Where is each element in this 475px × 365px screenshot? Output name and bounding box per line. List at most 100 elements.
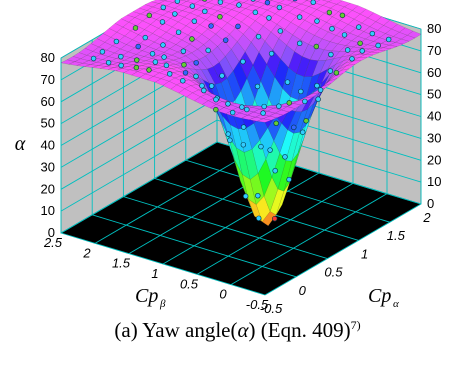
surface-patch (269, 188, 285, 216)
data-point (296, 40, 303, 47)
data-point (356, 24, 362, 30)
data-point (286, 176, 292, 183)
x-tick-label: 1 (361, 246, 368, 261)
data-point (160, 42, 166, 48)
data-point (180, 48, 187, 54)
surface-patch (394, 38, 410, 45)
data-point (328, 51, 334, 58)
data-point (163, 62, 170, 69)
surface-patch (323, 41, 339, 52)
data-point (227, 137, 233, 143)
data-point (255, 192, 261, 199)
data-point (180, 78, 186, 84)
data-point (314, 82, 320, 89)
surface-patch (371, 49, 386, 53)
data-point (298, 88, 304, 95)
z-tick-label-left: 60 (41, 94, 55, 109)
surface-patch (201, 100, 217, 109)
data-point (189, 36, 195, 42)
data-point (193, 73, 199, 80)
surface-patch (152, 72, 168, 79)
data-point (244, 106, 250, 113)
surface-patch (100, 66, 115, 70)
data-point (236, 2, 242, 8)
data-point (317, 87, 324, 93)
y-tick-label: 1.5 (112, 256, 131, 271)
data-point (202, 8, 208, 15)
surface-patch (275, 181, 291, 215)
data-point (240, 58, 246, 65)
surface-patch (286, 103, 302, 109)
data-point (302, 98, 308, 105)
data-point (172, 11, 178, 17)
caption-reference: 7) (350, 318, 361, 332)
surface-patch (248, 117, 264, 122)
surface-patch (388, 42, 404, 47)
y-tick-label: -0.5 (246, 297, 269, 312)
data-point (313, 43, 320, 50)
surface-patch (255, 14, 270, 27)
surface-patch (290, 73, 305, 101)
data-point (118, 53, 124, 60)
y-tick-label: 2 (82, 245, 91, 260)
data-point (242, 193, 249, 199)
surface-patch (141, 63, 156, 67)
surface-patch (227, 70, 242, 102)
surface-patch (308, 35, 323, 48)
data-point (357, 40, 363, 46)
surface-patch (144, 1, 160, 8)
data-point (260, 110, 266, 116)
data-point (272, 215, 278, 222)
surface-patch (245, 4, 260, 12)
data-point (235, 23, 241, 30)
z-tick-label-left: 30 (41, 159, 55, 174)
surface-patch (84, 64, 99, 68)
data-point (229, 109, 236, 116)
surface-patch (359, 54, 374, 58)
data-point (341, 32, 348, 38)
x-tick-label: 0.5 (324, 265, 343, 280)
surface-patch (172, 71, 188, 77)
data-point (276, 4, 283, 11)
figure-caption: (a) Yaw angle(α) (Eqn. 409)7) (0, 318, 475, 343)
data-point (250, 0, 256, 2)
data-point (201, 87, 207, 94)
data-point (189, 3, 196, 9)
surface-patch (76, 63, 91, 67)
data-point (175, 29, 182, 35)
z-tick-label-left: 50 (41, 116, 55, 131)
surface-patch (373, 37, 388, 44)
data-point (291, 124, 297, 131)
data-point (268, 50, 275, 57)
data-point (327, 68, 334, 74)
data-point (205, 47, 211, 54)
data-point (199, 83, 205, 89)
surface-patch (131, 71, 146, 78)
data-point (135, 43, 141, 50)
surface-patch (92, 65, 107, 69)
x-tick-label: 2 (422, 210, 431, 225)
surface-patch (304, 0, 309, 1)
z-tick-label-right: 60 (427, 65, 441, 80)
surface-patch (191, 48, 206, 60)
data-point (213, 96, 219, 103)
data-point (272, 168, 278, 174)
surface-patch (299, 103, 314, 133)
data-point (286, 100, 292, 106)
data-point (161, 54, 167, 60)
x-tick-label: 1.5 (387, 228, 406, 243)
surface-patch (302, 44, 317, 60)
data-point (181, 62, 187, 68)
surface-patch (146, 76, 162, 83)
z-tick-label-right: 10 (427, 174, 441, 189)
data-point (276, 103, 282, 109)
data-point (329, 26, 335, 32)
data-point (252, 9, 259, 16)
data-point (167, 71, 173, 77)
y-tick-label: 2.5 (43, 235, 63, 250)
data-point (261, 103, 267, 110)
x-tick-label: 0 (299, 283, 307, 298)
y-tick-label: 1 (151, 266, 158, 281)
data-point (142, 34, 148, 41)
